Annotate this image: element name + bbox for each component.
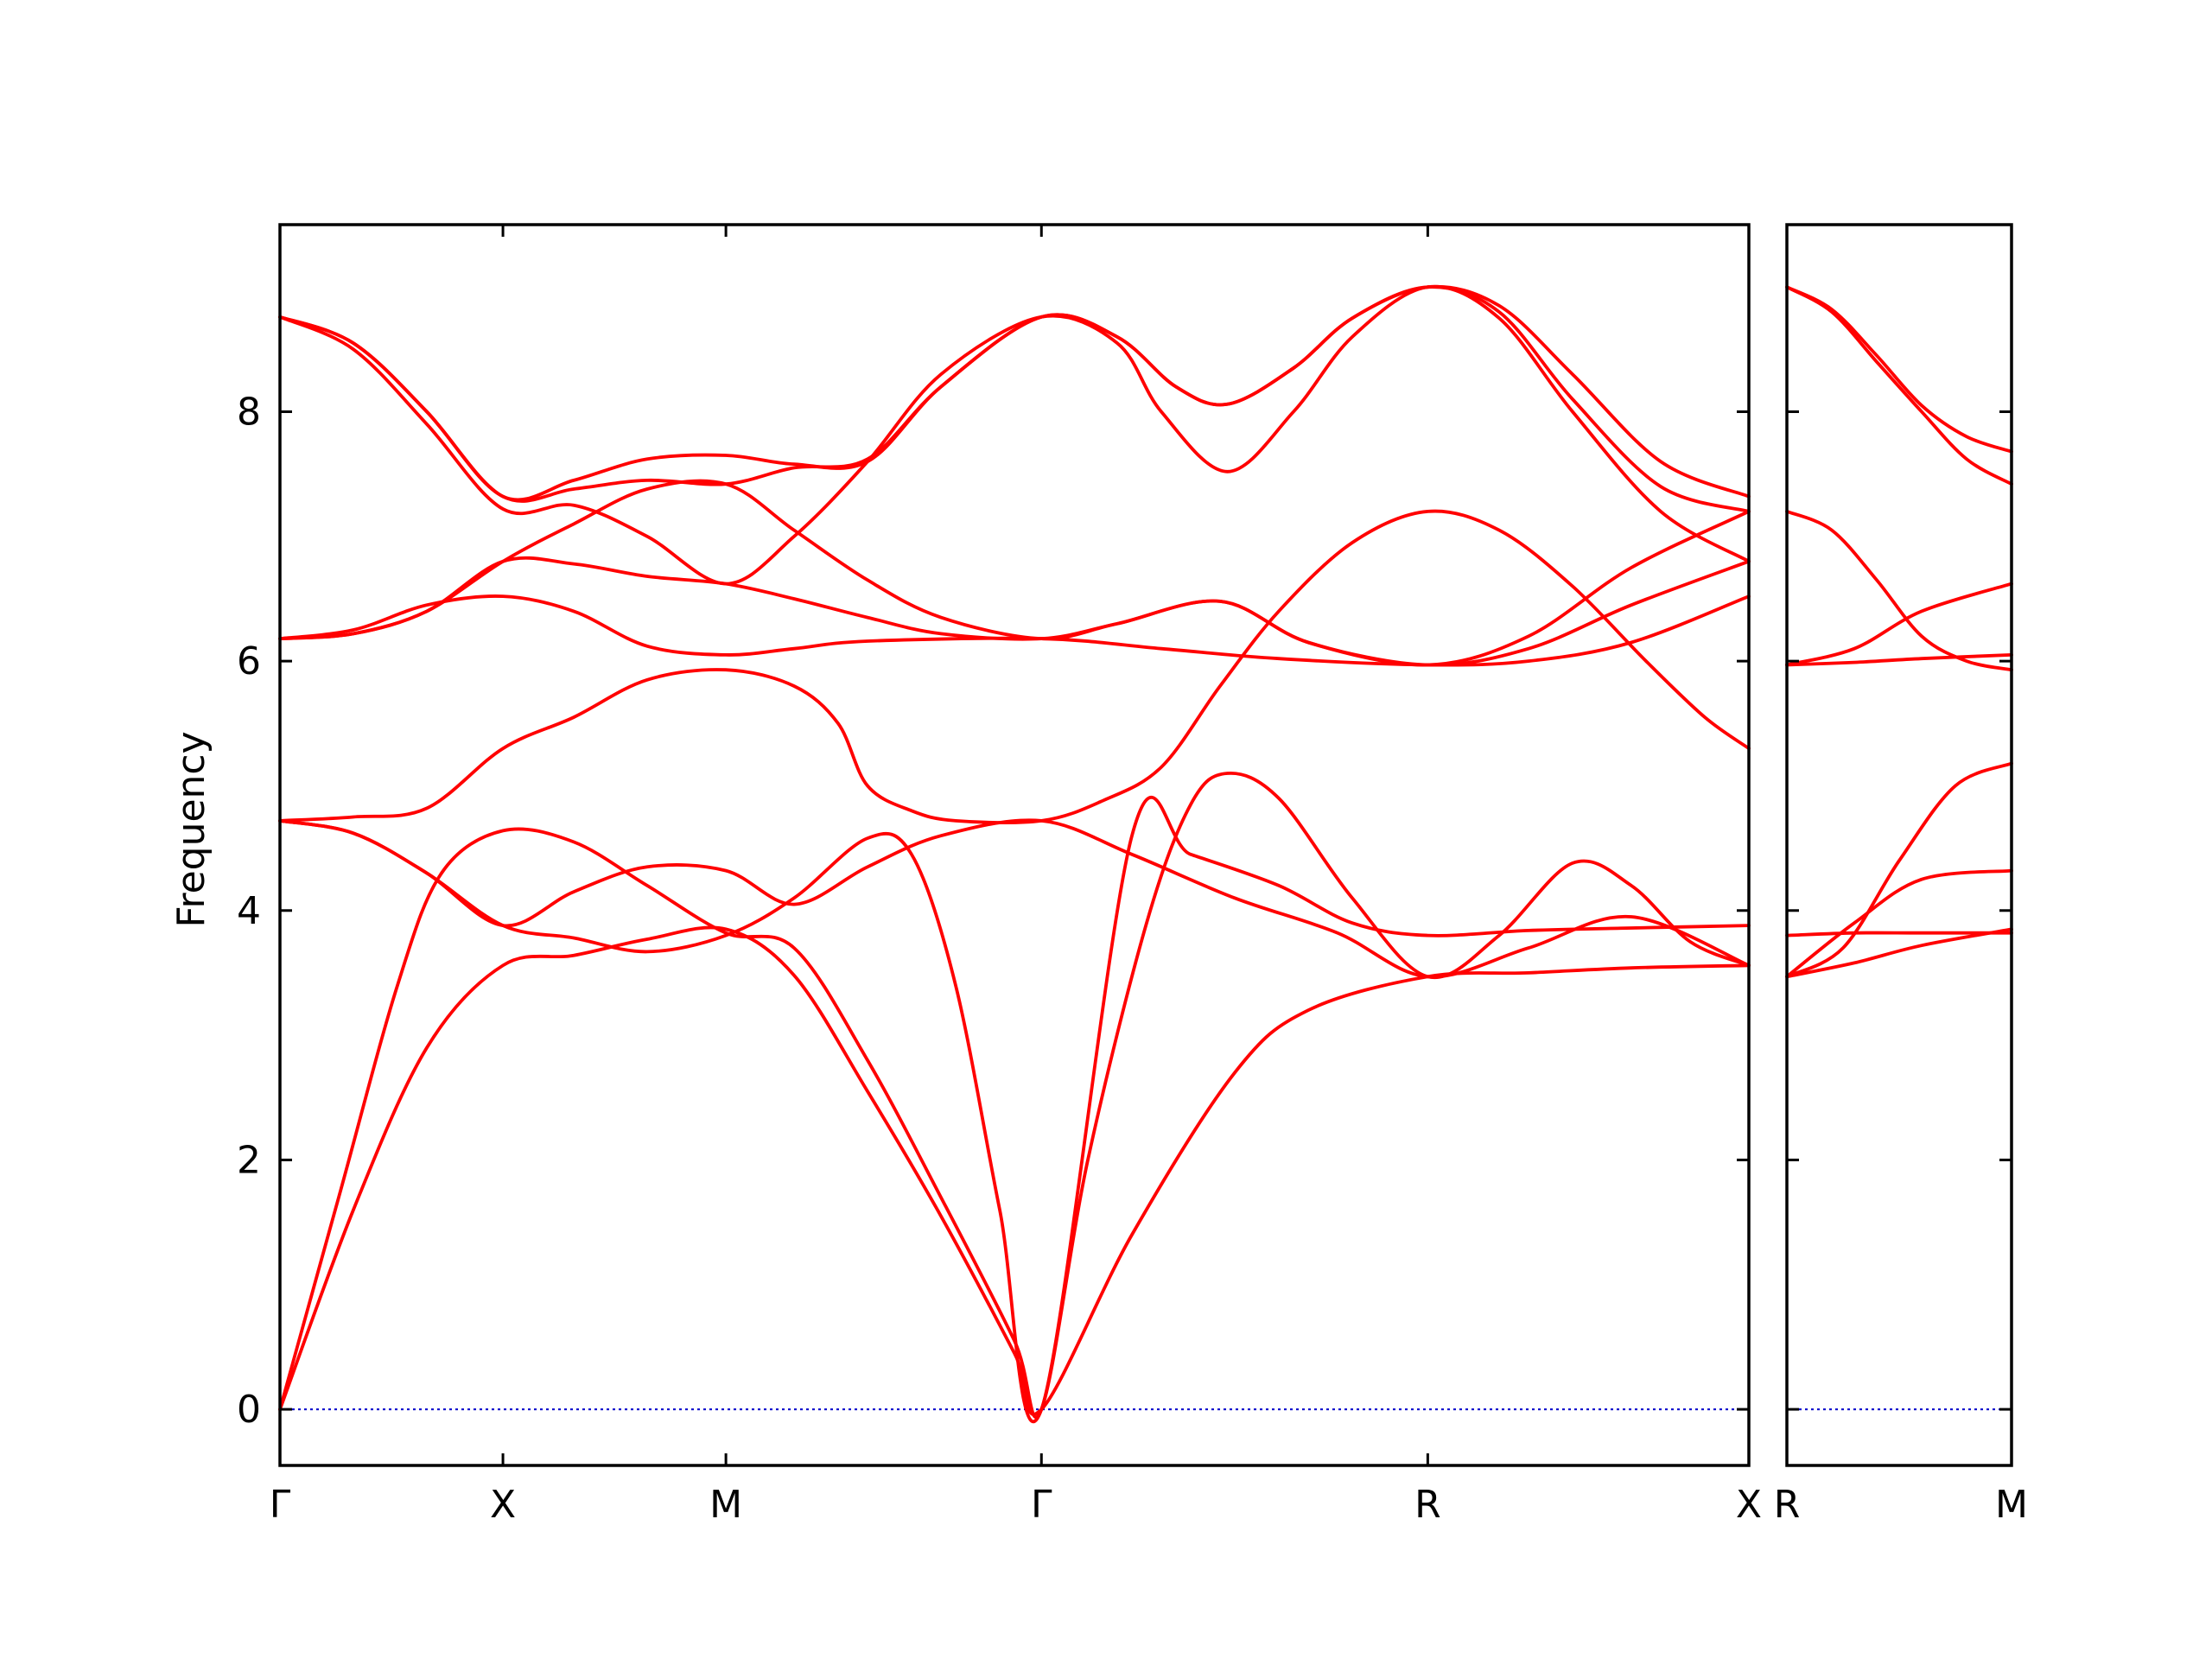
phonon-band-1 <box>278 925 1751 1416</box>
x-tick-label: R <box>1774 1483 1801 1527</box>
y-axis-label: Frequency <box>169 731 213 927</box>
x-tick-label: M <box>1995 1483 2028 1527</box>
phonon-band-7 <box>278 556 1751 667</box>
phonon-band-6 <box>278 594 1751 667</box>
phonon-r-band-6 <box>1785 582 2013 667</box>
phonon-band-11 <box>278 284 1751 502</box>
phonon-band-10 <box>278 285 1751 513</box>
phonon-r-band-1 <box>1785 927 2013 979</box>
phonon-r-band-2 <box>1785 868 2013 979</box>
y-tick-label: 0 <box>237 1388 261 1432</box>
y-tick-label: 6 <box>237 639 261 683</box>
x-tick-label: X <box>1736 1483 1762 1527</box>
x-tick-label: M <box>709 1483 742 1527</box>
y-tick-label: 2 <box>237 1138 261 1182</box>
phonon-r-band-4 <box>1785 761 2013 979</box>
phonon-band-4 <box>278 818 1751 979</box>
phonon-band-2 <box>278 771 1751 1419</box>
phonon-r-band-8 <box>1785 285 2013 486</box>
x-tick-label: Γ <box>1031 1483 1052 1527</box>
phonon-r-band-3 <box>1785 931 2013 938</box>
plot-frame <box>1785 223 2013 1467</box>
x-tick-label: X <box>490 1483 516 1527</box>
x-tick-label: Γ <box>270 1483 291 1527</box>
phonon-band-5 <box>278 509 1751 824</box>
x-tick-label: R <box>1414 1483 1441 1527</box>
phonon-band-3 <box>278 795 1751 1424</box>
main-panel: 0 2 4 6 8 Γ X M Γ R X <box>237 223 1762 1527</box>
plot-frame <box>278 223 1751 1467</box>
phonon-r-band-5 <box>1785 653 2013 667</box>
y-tick-label: 4 <box>237 889 261 933</box>
y-tick-label: 8 <box>237 390 261 434</box>
phonon-r-band-9 <box>1785 285 2013 454</box>
phonon-band-8 <box>278 479 1751 667</box>
phonon-r-band-7 <box>1785 510 2013 672</box>
